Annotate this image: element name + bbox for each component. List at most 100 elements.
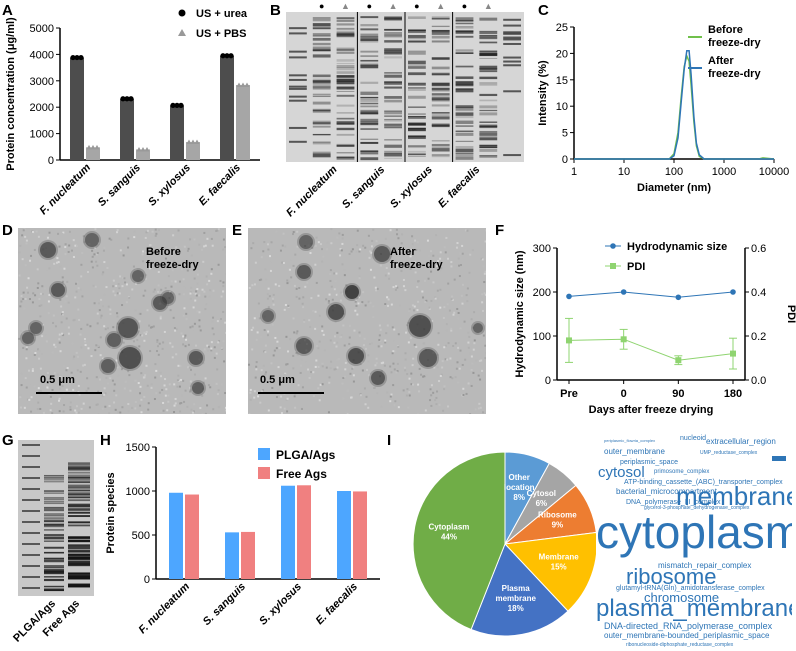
noise bbox=[32, 230, 35, 233]
noise bbox=[375, 357, 378, 360]
noise bbox=[174, 397, 177, 400]
nanoparticle bbox=[189, 351, 203, 365]
noise bbox=[77, 411, 80, 414]
noise bbox=[163, 330, 166, 333]
noise bbox=[417, 383, 420, 386]
noise bbox=[160, 403, 163, 406]
noise bbox=[179, 364, 182, 367]
gel-band bbox=[431, 146, 450, 149]
legend-swatch bbox=[258, 448, 270, 460]
gel-band bbox=[68, 505, 90, 508]
gel-band bbox=[384, 56, 402, 59]
noise bbox=[182, 293, 185, 296]
noise bbox=[402, 389, 405, 392]
noise bbox=[404, 369, 407, 372]
noise bbox=[461, 363, 464, 366]
noise bbox=[365, 395, 368, 398]
gel-band bbox=[312, 141, 331, 144]
noise bbox=[272, 300, 275, 303]
noise bbox=[192, 269, 195, 272]
panel-label-b: B bbox=[270, 2, 281, 19]
noise bbox=[340, 333, 343, 336]
noise bbox=[262, 389, 265, 392]
gel-band bbox=[384, 74, 402, 78]
noise bbox=[290, 276, 293, 279]
noise bbox=[410, 383, 413, 386]
noise bbox=[138, 320, 141, 323]
noise bbox=[329, 279, 332, 282]
noise bbox=[436, 289, 439, 292]
gel-band bbox=[384, 48, 402, 51]
marker-band bbox=[22, 499, 40, 501]
gel-band bbox=[408, 155, 426, 157]
noise bbox=[189, 326, 192, 329]
noise bbox=[209, 386, 212, 389]
noise bbox=[449, 364, 452, 367]
noise bbox=[356, 244, 359, 247]
noise bbox=[100, 298, 103, 301]
legend-swatch bbox=[258, 467, 270, 479]
noise bbox=[272, 354, 275, 357]
sds-page-gel: ● ▲ ● ▲ ● ▲ ● ▲F. nucleatum S. sanguis S. xylosus… bbox=[284, 1, 524, 219]
noise bbox=[167, 275, 170, 278]
noise bbox=[24, 377, 27, 380]
pdi-point bbox=[730, 350, 736, 357]
noise bbox=[102, 249, 105, 252]
noise bbox=[455, 246, 458, 249]
gel-band bbox=[408, 88, 426, 91]
noise bbox=[389, 365, 392, 368]
noise bbox=[112, 279, 115, 282]
lane-marker-dot: ● bbox=[462, 1, 467, 11]
noise bbox=[58, 338, 61, 341]
noise bbox=[190, 368, 193, 371]
noise bbox=[470, 384, 473, 387]
gel-band bbox=[68, 509, 90, 512]
noise bbox=[67, 332, 70, 335]
noise bbox=[284, 245, 287, 248]
noise bbox=[61, 280, 64, 283]
gel-band bbox=[479, 130, 498, 135]
gel-band bbox=[336, 71, 355, 74]
gel-band bbox=[360, 152, 379, 155]
gel-band bbox=[408, 84, 426, 86]
noise bbox=[413, 343, 416, 346]
noise bbox=[109, 308, 112, 311]
noise bbox=[24, 297, 27, 300]
gel-band bbox=[455, 109, 474, 111]
noise bbox=[189, 390, 192, 393]
noise bbox=[112, 326, 115, 329]
legend-marker bbox=[610, 263, 616, 269]
noise bbox=[339, 248, 342, 251]
gel-band bbox=[336, 51, 355, 54]
noise bbox=[133, 236, 136, 239]
nanoparticle bbox=[192, 382, 204, 394]
noise bbox=[337, 358, 340, 361]
gel-band bbox=[336, 62, 355, 65]
gel-band bbox=[336, 144, 355, 147]
gel-band bbox=[384, 119, 402, 122]
noise bbox=[371, 239, 374, 242]
noise bbox=[321, 329, 324, 332]
noise bbox=[222, 310, 225, 313]
noise bbox=[217, 406, 220, 409]
gel-band bbox=[68, 476, 90, 479]
gel-band bbox=[312, 120, 331, 125]
noise bbox=[448, 309, 451, 312]
gel-band bbox=[479, 53, 498, 57]
panel-label-g: G bbox=[2, 432, 14, 449]
noise bbox=[151, 230, 154, 233]
noise bbox=[201, 413, 204, 414]
pie-slice bbox=[503, 532, 596, 612]
noise bbox=[23, 307, 26, 310]
noise bbox=[20, 329, 23, 332]
noise bbox=[77, 308, 80, 311]
nanoparticle bbox=[374, 246, 390, 262]
noise bbox=[190, 408, 193, 411]
noise bbox=[61, 332, 64, 335]
noise bbox=[58, 245, 61, 248]
noise bbox=[286, 363, 289, 366]
noise bbox=[145, 330, 148, 333]
noise bbox=[266, 243, 269, 246]
gel-band bbox=[431, 148, 450, 152]
noise bbox=[146, 229, 149, 232]
